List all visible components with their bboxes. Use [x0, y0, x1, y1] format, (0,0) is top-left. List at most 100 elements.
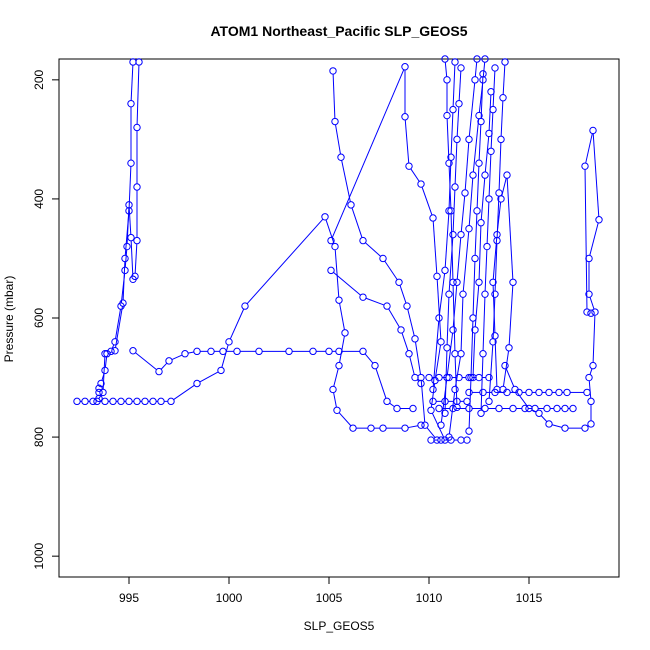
data-point [417, 421, 425, 429]
data-point [465, 388, 473, 397]
series-segment [482, 297, 486, 351]
data-point [487, 88, 495, 96]
data-point [129, 347, 137, 355]
y-tick-label: 800 [32, 427, 46, 447]
data-point [535, 388, 543, 397]
series-segment [365, 242, 381, 257]
y-tick-label: 600 [32, 308, 46, 328]
series-18 [425, 373, 493, 382]
data-point [421, 421, 429, 429]
series-segment [436, 279, 442, 339]
data-point [481, 171, 489, 179]
series-22 [501, 126, 603, 432]
data-point [225, 338, 233, 346]
series-21 [435, 404, 577, 413]
series-segment [365, 297, 385, 306]
series-14 [429, 58, 459, 394]
series-segment [585, 133, 593, 164]
data-point [121, 254, 129, 263]
data-point [383, 397, 391, 406]
series-segment [474, 214, 478, 256]
data-point [475, 278, 483, 286]
data-point [479, 70, 487, 78]
series-segment [332, 74, 336, 119]
series-12 [477, 64, 499, 417]
data-point [443, 111, 451, 120]
data-point [475, 373, 483, 382]
series-6 [327, 266, 425, 388]
data-point [97, 379, 105, 388]
series-segment [188, 351, 194, 354]
series-segment [492, 285, 496, 333]
data-point [481, 404, 489, 413]
data-point [403, 302, 411, 310]
data-point [393, 404, 401, 413]
data-point [473, 55, 481, 63]
data-point [481, 55, 489, 63]
data-point [383, 302, 391, 310]
data-point [491, 332, 499, 340]
data-point [585, 290, 593, 298]
data-point [397, 326, 405, 334]
data-point [111, 338, 119, 346]
data-point [327, 266, 335, 275]
data-point [95, 384, 103, 392]
series-segment [229, 308, 245, 340]
data-point [457, 64, 465, 72]
data-point [335, 347, 343, 356]
data-point [563, 388, 571, 397]
data-point [445, 373, 453, 382]
series-segment [540, 415, 548, 422]
chart-title: ATOM1 Northeast_Pacific SLP_GEOS5 [210, 23, 467, 39]
series-segment [444, 62, 448, 77]
data-point [241, 302, 249, 310]
series-segment [115, 306, 123, 348]
data-point [329, 67, 337, 75]
data-point [591, 308, 599, 316]
data-point [499, 94, 507, 102]
x-tick-label: 1010 [416, 591, 443, 605]
x-axis: 995 1000 1005 1010 1015 [119, 576, 543, 605]
series-segment [438, 273, 446, 315]
data-point [127, 233, 135, 242]
data-point [325, 347, 333, 356]
data-point [459, 290, 467, 298]
series-segment [388, 308, 400, 328]
data-point [181, 350, 189, 358]
data-point [447, 436, 455, 444]
data-point [125, 397, 133, 406]
series-segment [444, 213, 450, 268]
series-segment [432, 221, 438, 274]
data-point [101, 397, 109, 406]
data-point [117, 397, 125, 406]
series-segment [136, 65, 140, 125]
data-point [479, 388, 487, 397]
series-segment [115, 309, 121, 339]
series-segment [468, 380, 472, 428]
series-segment [432, 321, 440, 387]
series-segment [334, 249, 340, 297]
series-segment [551, 424, 563, 428]
data-point [501, 361, 509, 370]
data-point [451, 183, 459, 191]
series-segment [331, 69, 405, 238]
data-point [463, 436, 471, 444]
series-segment [339, 303, 345, 330]
data-point [429, 214, 437, 222]
series-segment [430, 383, 436, 408]
data-point [465, 135, 473, 144]
data-point [445, 290, 453, 298]
data-point [411, 335, 419, 343]
series-segment [450, 112, 454, 155]
data-point [475, 159, 483, 167]
data-point [449, 230, 457, 239]
data-point [583, 308, 591, 316]
series-segment [506, 178, 514, 280]
data-point [535, 409, 543, 417]
series-segment [404, 119, 410, 164]
data-point [349, 424, 357, 432]
y-axis-label: Pressure (mbar) [2, 276, 16, 363]
data-point [525, 388, 533, 397]
x-tick-label: 995 [119, 591, 139, 605]
data-point [453, 278, 461, 286]
